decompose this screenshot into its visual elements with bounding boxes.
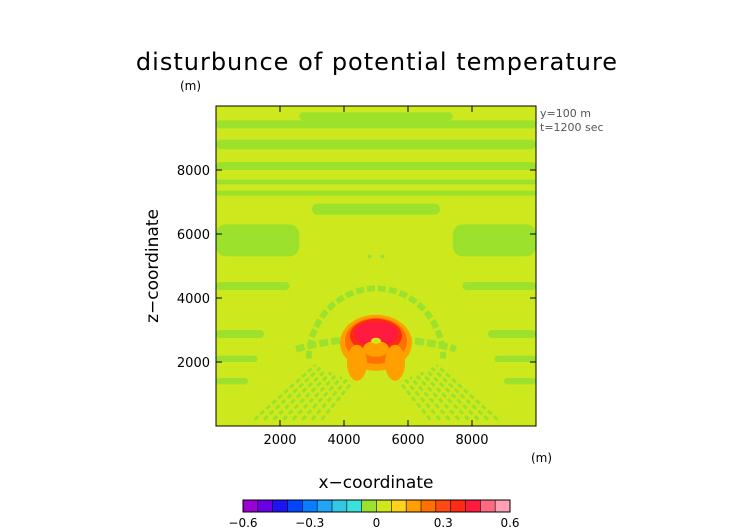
wave-streak-left — [262, 366, 322, 421]
wave-streak-right — [414, 373, 461, 421]
x-axis: 2000 4000 6000 8000 — [263, 106, 489, 448]
wave-speck — [367, 254, 372, 259]
title-unit: (m) — [180, 79, 201, 93]
colorbar-swatch — [317, 500, 333, 512]
cool-band — [504, 378, 536, 385]
x-tick-label: 2000 — [263, 433, 296, 448]
warm-bubble-contour — [354, 321, 398, 346]
bubble-leg-left — [347, 344, 367, 381]
colorbar-swatch — [346, 500, 362, 512]
wave-streak-left — [253, 364, 317, 421]
wave-streak-right — [403, 378, 442, 421]
cool-band — [216, 190, 536, 196]
y-tick-label: 2000 — [177, 356, 210, 371]
colorbar-swatch — [450, 500, 466, 512]
cool-band — [216, 179, 536, 185]
colorbar-swatch — [272, 500, 288, 512]
colorbar-swatch — [421, 500, 437, 512]
colorbar-swatch — [361, 500, 377, 512]
wave-streak-left — [310, 378, 349, 421]
colorbar-tick-label: 0 — [373, 516, 381, 530]
colorbar-frame — [242, 499, 511, 513]
y-axis-label: z−coordinate — [143, 209, 163, 323]
colorbar-swatch — [495, 500, 511, 512]
cool-band — [312, 203, 440, 215]
wave-streak-left — [301, 376, 343, 421]
wave-streak-left — [282, 371, 333, 421]
colorbar-swatch — [257, 500, 273, 512]
colorbar-swatch — [480, 500, 496, 512]
colorbar-tick-label: −0.6 — [228, 516, 257, 530]
y-tick-label: 8000 — [177, 164, 210, 179]
cool-band — [216, 330, 264, 338]
plot-frame — [215, 105, 537, 427]
bubble-core — [363, 340, 389, 357]
x-tick-label: 6000 — [391, 433, 424, 448]
colorbar-swatch — [406, 500, 422, 512]
chart-title: disturbunce of potential temperature — [136, 48, 618, 76]
heatmap-field — [216, 106, 536, 426]
wave-speck — [380, 254, 385, 259]
x-tick-label: 4000 — [327, 433, 360, 448]
cool-band — [462, 282, 536, 290]
cool-band — [216, 120, 536, 129]
cool-band — [452, 224, 536, 257]
wave-streak-right — [430, 366, 490, 421]
colorbar-swatch — [435, 500, 451, 512]
colorbar-tick-label: 0.3 — [434, 516, 453, 530]
annotation-time: t=1200 sec — [540, 121, 604, 134]
colorbar-swatch — [332, 500, 348, 512]
wave-streak-right — [419, 371, 470, 421]
wave-streak-left — [320, 381, 354, 421]
x-tick-label: 8000 — [455, 433, 488, 448]
cool-band — [488, 330, 536, 338]
colorbar-swatch — [465, 500, 481, 512]
colorbar-swatch — [302, 500, 318, 512]
colorbar-swatch — [287, 500, 303, 512]
y-tick-label: 4000 — [177, 292, 210, 307]
wave-streak-left — [272, 368, 327, 421]
wave-streak-right — [435, 364, 499, 421]
cool-band — [299, 112, 453, 121]
x-axis-label: x−coordinate — [319, 473, 434, 493]
x-axis-unit: (m) — [531, 451, 552, 465]
cool-band — [216, 139, 536, 150]
colorbar-swatch — [243, 500, 259, 512]
cool-band — [216, 355, 258, 362]
wave-streak-left — [291, 373, 338, 421]
y-tick-label: 6000 — [177, 228, 210, 243]
cool-band — [216, 282, 290, 290]
bubble-leg-right — [385, 344, 405, 381]
colorbar-swatch — [376, 500, 392, 512]
y-axis: 2000 4000 6000 8000 — [177, 164, 536, 371]
inner-wave-arc — [305, 285, 447, 359]
colorbar: −0.6 −0.3 0 0.3 0.6 — [228, 499, 520, 530]
wave-streak-right — [398, 381, 432, 421]
wave-streak-right — [425, 368, 480, 421]
wave-streak-right — [409, 376, 451, 421]
cool-band — [216, 162, 536, 170]
colorbar-tick-label: −0.3 — [295, 516, 324, 530]
annotation-y: y=100 m — [540, 107, 591, 120]
cool-band — [216, 378, 248, 385]
colorbar-swatch — [391, 500, 407, 512]
cool-band — [216, 224, 300, 257]
cool-band — [494, 355, 536, 362]
bubble-center — [371, 337, 381, 344]
colorbar-tick-label: 0.6 — [500, 516, 519, 530]
